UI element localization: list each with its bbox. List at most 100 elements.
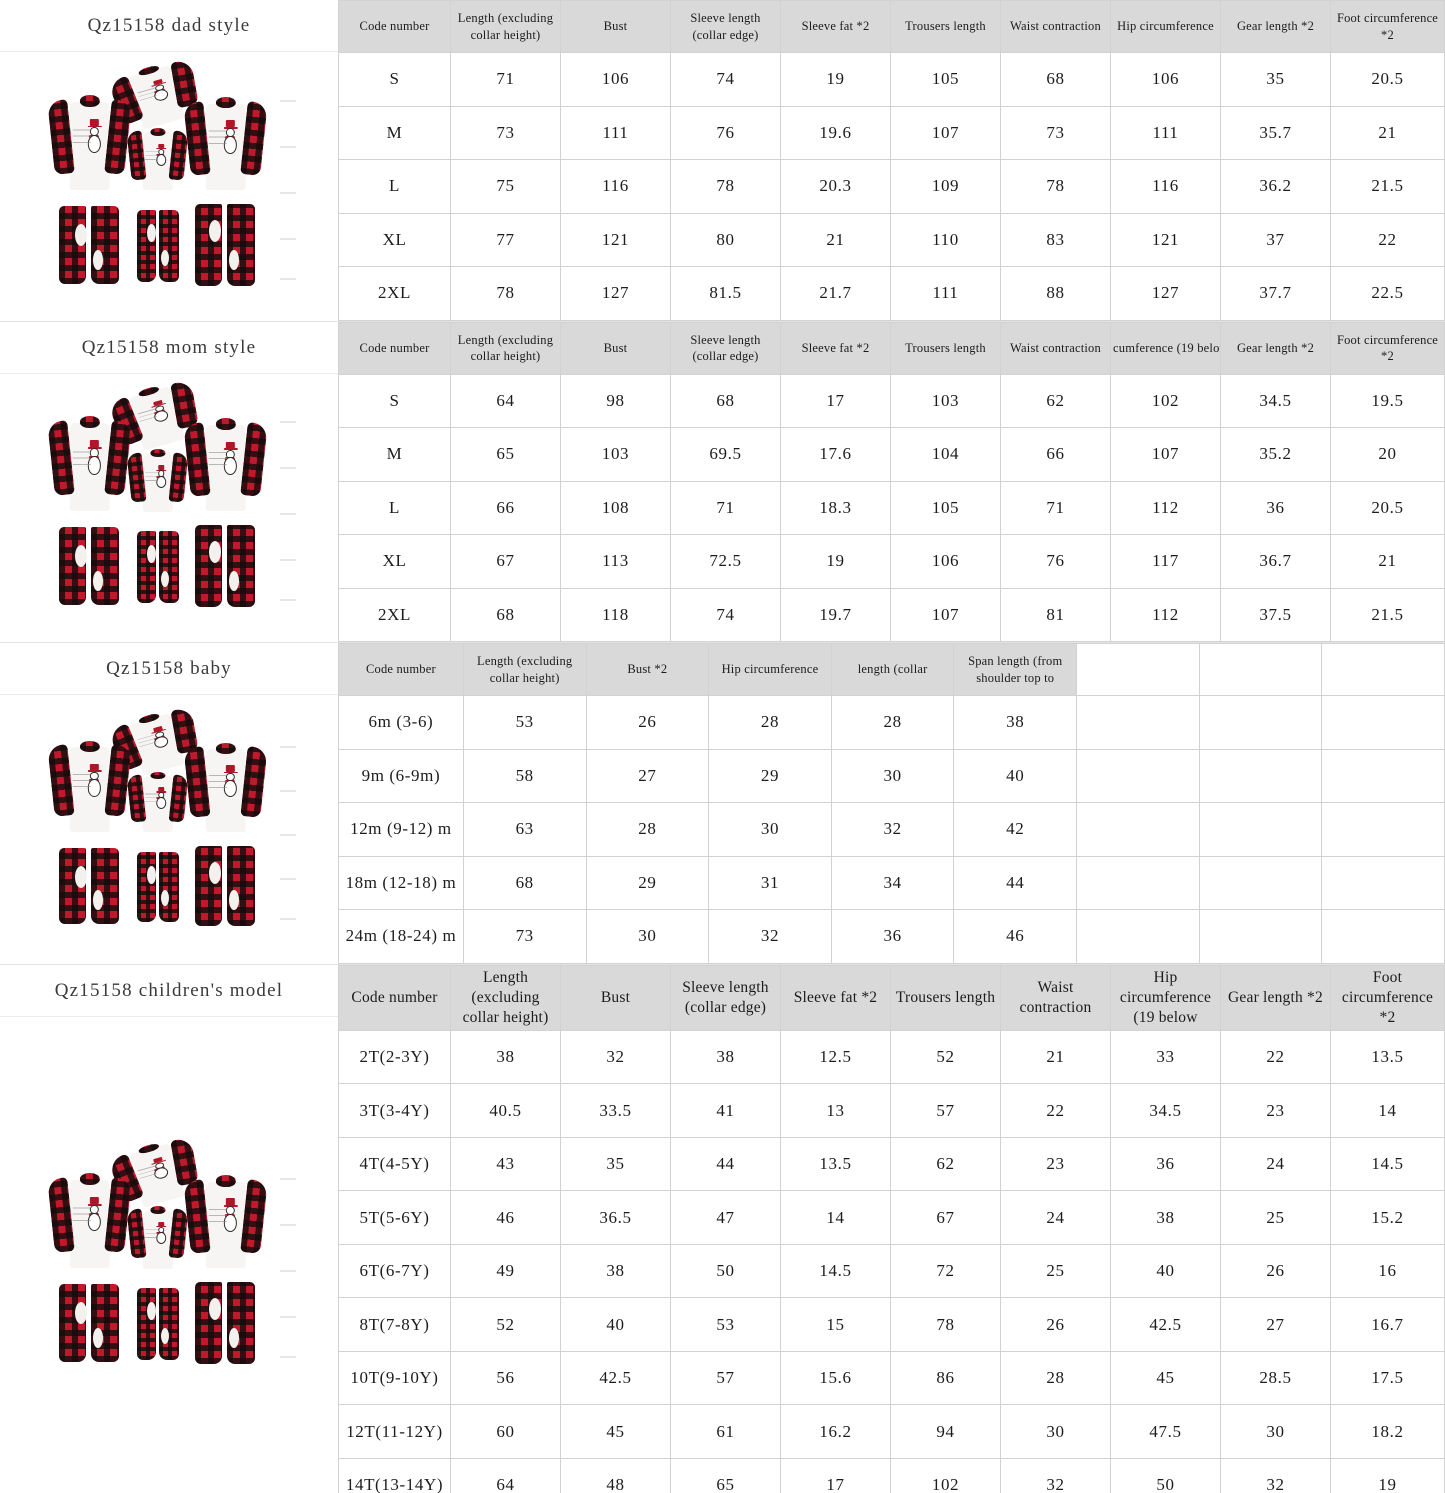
- cell-sleeve-fat: 13.5: [780, 1136, 891, 1192]
- col-header-empty-3: [1321, 643, 1445, 696]
- ruler-tick: [279, 917, 296, 920]
- cell-empty: [1321, 909, 1445, 964]
- cell-length: 43: [450, 1136, 561, 1192]
- cell-gear-length: 30: [1220, 1404, 1331, 1459]
- cell-length: 64: [450, 373, 561, 428]
- cell-length: 52: [450, 1297, 561, 1352]
- product-image-mom: [0, 374, 338, 643]
- cell-bust: 98: [560, 373, 671, 428]
- col-header-length-collar: length (collar: [830, 643, 955, 696]
- cell-length: 58: [462, 748, 587, 803]
- table-row: M 65 103 69.5 17.6 104 66 107 35.2 20: [338, 427, 1445, 482]
- table-row: M 73 111 76 19.6 107 73 111 35.7 21: [338, 105, 1445, 160]
- cell-gear-length: 35: [1220, 52, 1331, 107]
- cell-length-collar: 30: [830, 748, 955, 803]
- cell-code-number: 2XL: [338, 587, 451, 642]
- product-column-baby: Qz15158 baby: [0, 643, 338, 964]
- cell-empty: [1321, 748, 1445, 803]
- ruler-tick: [279, 513, 296, 516]
- cell-sleeve-fat: 19.7: [780, 587, 891, 642]
- cell-code-number: 14T(13-14Y): [338, 1457, 451, 1493]
- cell-gear-length: 37.7: [1220, 266, 1331, 321]
- cell-gear-length: 26: [1220, 1243, 1331, 1299]
- table-row: S 64 98 68 17 103 62 102 34.5 19.5: [338, 373, 1445, 428]
- col-header-sleeve-length: Sleeve length (collar edge): [670, 321, 781, 375]
- cell-waist-contraction: 32: [1000, 1457, 1111, 1493]
- table-row: 12T(11-12Y) 60 45 61 16.2 94 30 47.5 30 …: [338, 1404, 1445, 1459]
- cell-empty: [1321, 695, 1445, 750]
- garment-dad-top: [46, 738, 133, 834]
- cell-code-number: 12m (9-12) m: [338, 802, 464, 857]
- cell-sleeve-fat: 14: [780, 1190, 891, 1245]
- garment-dad-top: [46, 92, 133, 192]
- product-image-baby: [0, 695, 338, 964]
- cell-waist-contraction: 76: [1000, 534, 1111, 589]
- cell-hip-circumference: 112: [1110, 480, 1221, 535]
- cell-trousers-length: 107: [890, 587, 1001, 642]
- cell-code-number: 8T(7-8Y): [338, 1297, 451, 1352]
- ruler-tick: [279, 191, 296, 194]
- garment-mom-top: [182, 94, 269, 192]
- cell-bust: 33.5: [560, 1083, 671, 1138]
- cell-code-number: S: [338, 373, 451, 428]
- table-row: 14T(13-14Y) 64 48 65 17 102 32 50 32 19: [338, 1457, 1445, 1493]
- col-header-empty-1: [1076, 643, 1200, 696]
- col-header-sleeve-length: Sleeve length (collar edge): [670, 0, 781, 53]
- garment-pants-right: [194, 525, 255, 608]
- cell-foot-circumference: 16: [1330, 1243, 1445, 1299]
- cell-span-length: 44: [953, 855, 1078, 910]
- col-header-hip-circumference: Hip circumference: [708, 643, 832, 696]
- cell-bust: 108: [560, 480, 671, 535]
- cell-span-length: 38: [953, 695, 1078, 750]
- ruler-tick: [279, 1177, 296, 1180]
- cell-span-length: 40: [953, 748, 1078, 803]
- cell-hip-circumference: 111: [1110, 105, 1221, 160]
- cell-trousers-length: 67: [890, 1190, 1001, 1245]
- section-title-mom: Qz15158 mom style: [0, 322, 338, 374]
- garment-mom-top: [182, 740, 269, 834]
- cell-bust: 29: [585, 855, 710, 910]
- cell-sleeve-length: 47: [670, 1190, 781, 1245]
- cell-foot-circumference: 17.5: [1330, 1350, 1445, 1406]
- cell-waist-contraction: 62: [1000, 373, 1111, 428]
- cell-code-number: 24m (18-24) m: [338, 909, 464, 964]
- cell-hip-circumference: 32: [708, 909, 832, 964]
- cell-sleeve-fat: 17.6: [780, 427, 891, 482]
- cell-gear-length: 37: [1220, 212, 1331, 267]
- cell-waist-contraction: 83: [1000, 212, 1111, 267]
- cell-gear-length: 36.2: [1220, 159, 1331, 214]
- cell-sleeve-fat: 18.3: [780, 480, 891, 535]
- size-table-dad: Code number Length (excluding collar hei…: [338, 0, 1445, 321]
- garment-kid-top: [125, 126, 190, 192]
- section-dad-style: Qz15158 dad style: [0, 0, 1445, 322]
- cell-sleeve-fat: 15.6: [780, 1350, 891, 1406]
- table-row: 3T(3-4Y) 40.5 33.5 41 13 57 22 34.5 23 1…: [338, 1083, 1445, 1138]
- col-header-code-number: Code number: [338, 643, 464, 696]
- garment-pants-right: [194, 203, 255, 286]
- cell-code-number: S: [338, 52, 451, 107]
- product-column-children: Qz15158 children's model: [0, 964, 338, 1493]
- cell-empty: [1076, 802, 1200, 857]
- cell-bust: 118: [560, 587, 671, 642]
- table-header-row: Code number Length (excluding collar hei…: [338, 964, 1445, 1031]
- table-row: 9m (6-9m) 58 27 29 30 40: [338, 748, 1445, 803]
- cell-foot-circumference: 19.5: [1330, 373, 1445, 428]
- cell-sleeve-fat: 16.2: [780, 1404, 891, 1459]
- cell-code-number: 12T(11-12Y): [338, 1404, 451, 1459]
- cell-foot-circumference: 21.5: [1330, 587, 1445, 642]
- garment-pants-center: [136, 851, 179, 922]
- cell-trousers-length: 103: [890, 373, 1001, 428]
- col-header-hip-circumference: cumference (19 below: [1110, 321, 1221, 375]
- cell-gear-length: 36.7: [1220, 534, 1331, 589]
- cell-bust: 30: [585, 909, 710, 964]
- cell-bust: 106: [560, 52, 671, 107]
- cell-foot-circumference: 16.7: [1330, 1297, 1445, 1352]
- cell-length: 53: [462, 695, 587, 750]
- cell-length: 66: [450, 480, 561, 535]
- col-header-sleeve-length: Sleeve length (collar edge): [670, 964, 781, 1031]
- cell-sleeve-length: 74: [670, 52, 781, 107]
- cell-sleeve-fat: 19: [780, 52, 891, 107]
- cell-hip-circumference: 112: [1110, 587, 1221, 642]
- cell-bust: 103: [560, 427, 671, 482]
- cell-length: 46: [450, 1190, 561, 1245]
